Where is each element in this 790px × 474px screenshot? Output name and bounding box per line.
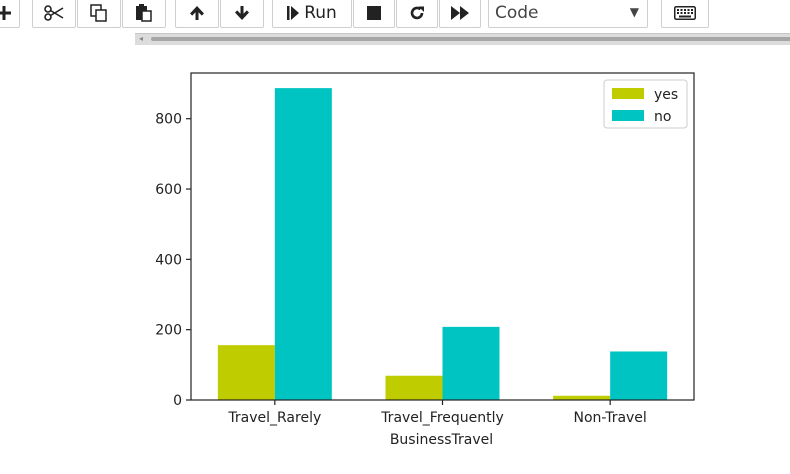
scroll-left-arrow-icon[interactable]: ◂ xyxy=(139,34,144,43)
bar-yes-travel_rarely xyxy=(217,345,275,400)
y-tick-label: 600 xyxy=(155,182,182,198)
step-forward-icon xyxy=(287,5,300,20)
fast-forward-icon xyxy=(451,5,469,20)
move-down-button[interactable] xyxy=(220,0,264,28)
legend-swatch-no xyxy=(612,110,644,121)
y-tick-label: 800 xyxy=(155,112,182,128)
x-tick-label: Non-Travel xyxy=(574,410,647,426)
run-button[interactable]: Run xyxy=(272,0,352,28)
move-up-button[interactable] xyxy=(175,0,219,28)
y-axis: 0 200 400 600 800 xyxy=(155,112,191,409)
x-tick-label: Travel_Frequently xyxy=(380,410,504,426)
bar-no-non-travel xyxy=(610,351,668,400)
x-axis-label: BusinessTravel xyxy=(390,432,493,448)
cell-type-select[interactable]: Code ▼ xyxy=(488,0,648,28)
x-axis: Travel_Rarely Travel_Frequently Non-Travel xyxy=(227,400,647,426)
scissors-icon xyxy=(44,4,64,21)
bar-yes-travel_frequently xyxy=(385,375,443,400)
run-label: Run xyxy=(304,2,337,23)
y-tick-label: 200 xyxy=(155,323,182,339)
bars-layer xyxy=(217,88,668,400)
plus-icon xyxy=(0,5,11,20)
keyboard-icon xyxy=(674,5,696,20)
x-tick-label: Travel_Rarely xyxy=(227,410,321,426)
paste-icon xyxy=(135,3,153,22)
restart-button[interactable] xyxy=(396,0,438,28)
plot-frame xyxy=(190,72,695,401)
y-tick-label: 0 xyxy=(173,393,182,409)
interrupt-button[interactable] xyxy=(353,0,395,28)
bar-no-travel_rarely xyxy=(274,88,332,400)
legend-swatch-yes xyxy=(612,88,644,99)
run-all-button[interactable] xyxy=(439,0,481,28)
legend-label-yes: yes xyxy=(654,87,678,103)
paste-button[interactable] xyxy=(122,0,166,28)
bar-no-travel_frequently xyxy=(442,326,500,400)
stop-icon xyxy=(367,5,381,20)
horizontal-scrollbar[interactable]: ◂ xyxy=(135,33,790,45)
insert-cell-button[interactable] xyxy=(0,0,20,28)
legend-label-no: no xyxy=(654,109,671,125)
copy-button[interactable] xyxy=(77,0,121,28)
copy-icon xyxy=(90,3,108,22)
cell-type-value: Code xyxy=(495,2,539,23)
bar-yes-non-travel xyxy=(553,395,611,400)
arrow-up-icon xyxy=(189,5,205,21)
scrollbar-thumb[interactable] xyxy=(151,37,790,41)
command-palette-button[interactable] xyxy=(661,0,709,28)
chevron-down-icon: ▼ xyxy=(629,5,639,19)
legend: yes no xyxy=(603,79,688,129)
y-tick-label: 400 xyxy=(155,252,182,268)
restart-icon xyxy=(409,5,425,21)
arrow-down-icon xyxy=(234,5,250,21)
cut-button[interactable] xyxy=(32,0,76,28)
